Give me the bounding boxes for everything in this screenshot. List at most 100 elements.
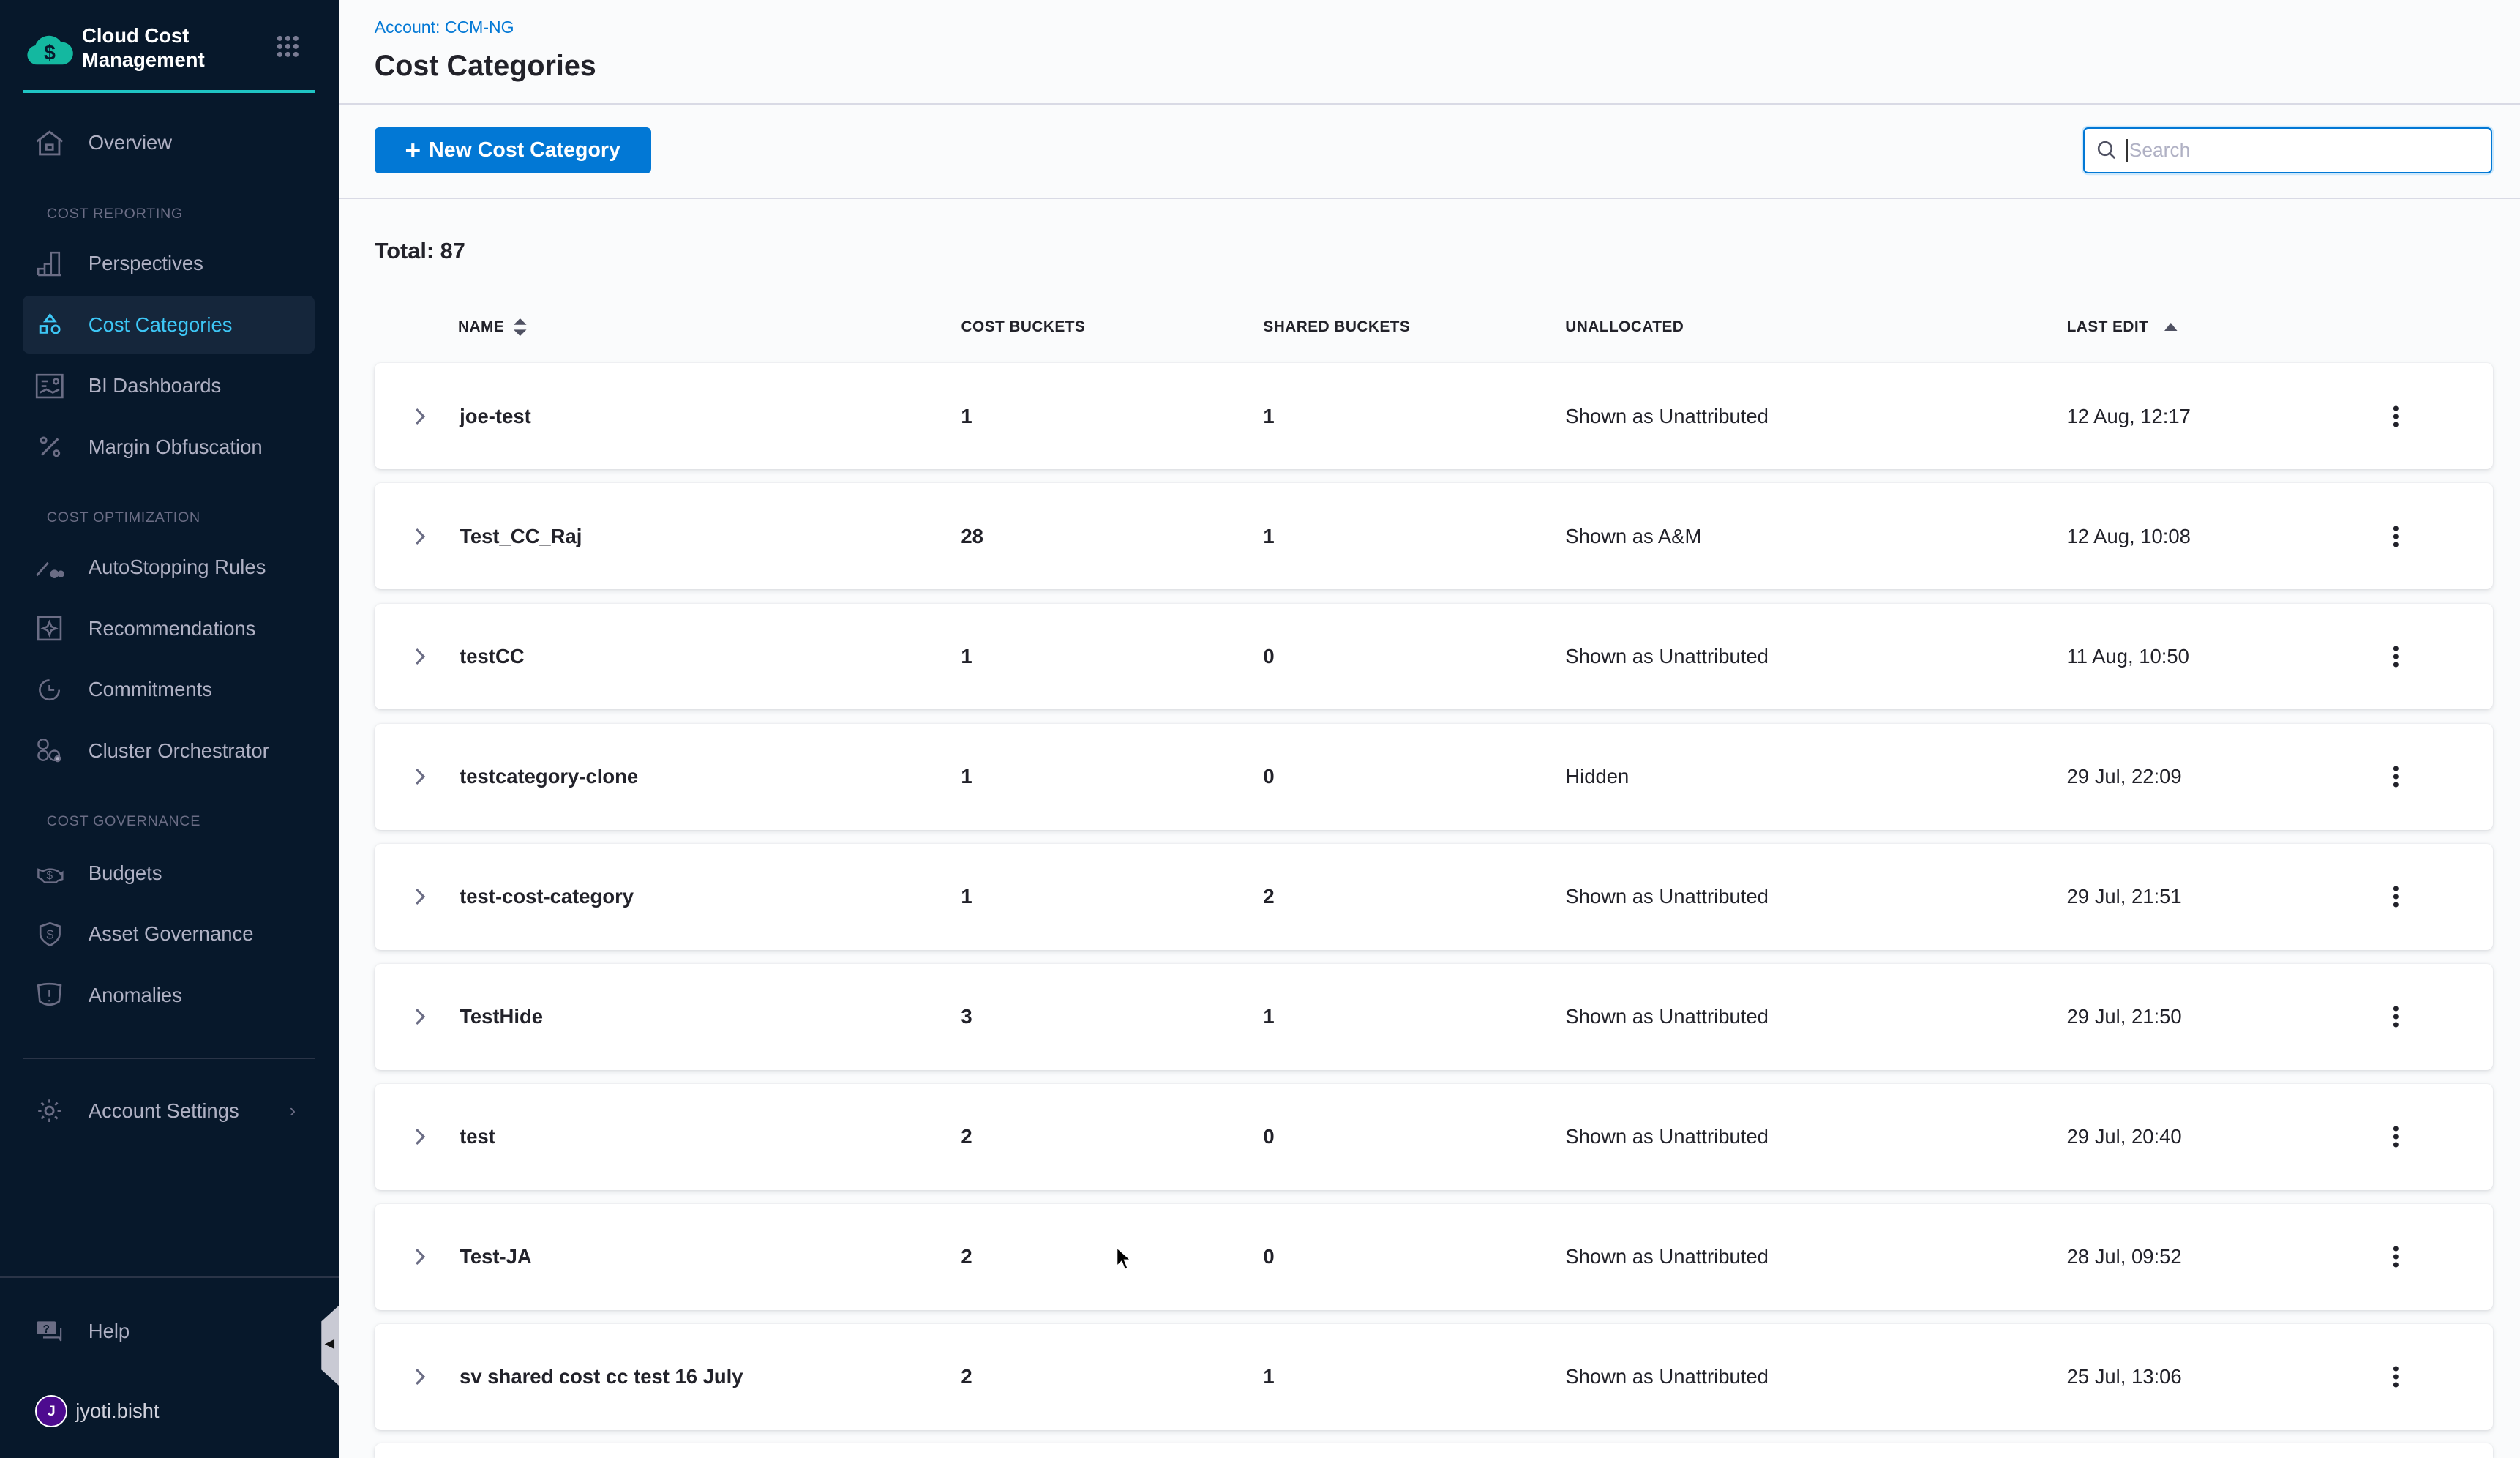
sidebar-item-margin-obfuscation[interactable]: Margin Obfuscation <box>23 418 315 476</box>
cell-name[interactable]: testCC <box>460 644 525 668</box>
plus-icon: + <box>405 134 421 165</box>
cluster-icon <box>35 736 64 766</box>
sidebar-item-label: Commitments <box>88 678 212 701</box>
cell-name[interactable]: sv shared cost cc test 16 July <box>460 1365 743 1388</box>
percent-icon <box>35 433 64 462</box>
sidebar-item-autostopping-rules[interactable]: AutoStopping Rules <box>23 539 315 597</box>
sidebar-item-bi-dashboards[interactable]: BI Dashboards <box>23 357 315 415</box>
user-name: jyoti.bisht <box>75 1399 160 1423</box>
table-row[interactable]: Test_CC_Raj 28 1 Shown as A&M 12 Aug, 10… <box>374 483 2493 590</box>
cell-unallocated: Shown as Unattributed <box>1565 885 1769 908</box>
cell-name[interactable]: test-cost-category <box>460 885 634 908</box>
sidebar-item-label: Perspectives <box>88 252 203 275</box>
app-grid-icon[interactable] <box>277 35 299 58</box>
cell-shared-buckets: 1 <box>1263 524 1275 547</box>
expand-chevron-icon[interactable] <box>415 1368 426 1386</box>
expand-chevron-icon[interactable] <box>415 1128 426 1145</box>
more-options-icon[interactable] <box>2393 646 2399 668</box>
cell-cost-buckets: 1 <box>961 765 972 788</box>
sidebar-item-perspectives[interactable]: Perspectives <box>23 235 315 293</box>
sidebar-item-anomalies[interactable]: Anomalies <box>23 966 315 1024</box>
cell-name[interactable]: test <box>460 1125 495 1148</box>
table-row[interactable]: test-cost-category 1 2 Shown as Unattrib… <box>374 843 2493 950</box>
search-input[interactable]: Search <box>2082 127 2493 173</box>
breadcrumb[interactable]: Account: CCM-NG <box>374 18 514 37</box>
cell-cost-buckets: 1 <box>961 644 972 668</box>
shapes-icon <box>35 310 64 340</box>
cell-shared-buckets: 0 <box>1263 644 1275 668</box>
more-options-icon[interactable] <box>2393 1366 2399 1388</box>
column-header-unallocated: UNALLOCATED <box>1565 318 1684 335</box>
more-options-icon[interactable] <box>2393 405 2399 427</box>
cell-shared-buckets: 0 <box>1263 1125 1275 1148</box>
section-cost-governance: COST GOVERNANCE <box>46 813 201 830</box>
cell-name[interactable]: testcategory-clone <box>460 765 639 788</box>
more-options-icon[interactable] <box>2393 886 2399 908</box>
column-header-name[interactable]: NAME <box>458 318 527 337</box>
chevron-right-icon: › <box>289 1099 296 1122</box>
expand-chevron-icon[interactable] <box>415 648 426 665</box>
sidebar-item-label: Anomalies <box>88 983 182 1006</box>
table-row[interactable]: testcategory-clone 1 0 Hidden 29 Jul, 22… <box>374 723 2493 830</box>
user-profile[interactable]: J jyoti.bisht <box>23 1383 315 1440</box>
cell-name[interactable]: Test-JA <box>460 1245 532 1268</box>
sidebar-item-cluster-orchestrator[interactable]: Cluster Orchestrator <box>23 722 315 780</box>
expand-chevron-icon[interactable] <box>415 408 426 425</box>
section-cost-reporting: COST REPORTING <box>46 206 183 223</box>
search-placeholder: Search <box>2126 138 2190 162</box>
sidebar-item-label: AutoStopping Rules <box>88 556 266 579</box>
expand-chevron-icon[interactable] <box>415 528 426 545</box>
sidebar-item-asset-governance[interactable]: $ Asset Governance <box>23 905 315 963</box>
caret-left-icon: ◀ <box>324 1336 335 1351</box>
sort-icon <box>514 318 527 337</box>
table-row[interactable]: testCC 1 0 Shown as Unattributed 11 Aug,… <box>374 603 2493 710</box>
total-count: Total: 87 <box>374 238 465 264</box>
table-row[interactable]: sv shared cost cc test 16 July 2 1 Shown… <box>374 1323 2493 1430</box>
cell-cost-buckets: 2 <box>961 1245 972 1268</box>
more-options-icon[interactable] <box>2393 1006 2399 1028</box>
sidebar-item-label: BI Dashboards <box>88 374 222 397</box>
table-row[interactable]: Test-JA 2 0 Shown as Unattributed 28 Jul… <box>374 1203 2493 1310</box>
cloud-cost-logo-icon: $ <box>27 35 73 64</box>
column-header-last-edit[interactable]: LAST EDIT <box>2067 318 2178 336</box>
new-cost-category-button[interactable]: + New Cost Category <box>374 127 651 174</box>
table-row[interactable]: test 2 0 Shown as Unattributed 29 Jul, 2… <box>374 1083 2493 1190</box>
column-header-shared-buckets: SHARED BUCKETS <box>1263 318 1411 335</box>
cell-last-edit: 29 Jul, 21:50 <box>2066 1005 2182 1028</box>
more-options-icon[interactable] <box>2393 1126 2399 1148</box>
expand-chevron-icon[interactable] <box>415 1008 426 1025</box>
column-header-cost-buckets: COST BUCKETS <box>961 318 1086 335</box>
cell-name[interactable]: joe-test <box>460 404 531 427</box>
cell-name[interactable]: TestHide <box>460 1005 543 1028</box>
cell-cost-buckets: 28 <box>961 524 983 547</box>
help-button[interactable]: ? Help <box>23 1302 315 1360</box>
cell-name[interactable]: Test_CC_Raj <box>460 524 582 547</box>
sidebar-item-account-settings[interactable]: Account Settings › <box>23 1082 315 1140</box>
more-options-icon[interactable] <box>2393 1246 2399 1268</box>
sidebar-item-cost-categories[interactable]: Cost Categories <box>22 296 315 354</box>
expand-chevron-icon[interactable] <box>415 1248 426 1266</box>
expand-chevron-icon[interactable] <box>415 888 426 905</box>
sidebar-item-overview[interactable]: Overview <box>23 114 315 172</box>
cell-last-edit: 29 Jul, 21:51 <box>2066 885 2182 908</box>
table-row[interactable]: joe-test 1 1 Shown as Unattributed 12 Au… <box>374 363 2493 470</box>
home-icon <box>35 129 64 158</box>
svg-text:$: $ <box>47 870 53 882</box>
page-header: Account: CCM-NG Cost Categories <box>339 0 2520 105</box>
more-options-icon[interactable] <box>2393 526 2399 548</box>
table-row-partial <box>374 1443 2493 1458</box>
cell-last-edit: 29 Jul, 20:40 <box>2066 1125 2182 1148</box>
more-options-icon[interactable] <box>2393 766 2399 788</box>
cell-last-edit: 12 Aug, 10:08 <box>2066 524 2191 547</box>
cell-unallocated: Shown as Unattributed <box>1565 1245 1769 1268</box>
page-title: Cost Categories <box>374 50 596 83</box>
sidebar-item-label: Cluster Orchestrator <box>88 739 269 762</box>
table-row[interactable]: TestHide 3 1 Shown as Unattributed 29 Ju… <box>374 963 2493 1070</box>
collapse-sidebar-button[interactable]: ◀ <box>321 1305 340 1386</box>
cell-unallocated: Shown as Unattributed <box>1565 644 1769 668</box>
sidebar-item-label: Budgets <box>88 861 162 884</box>
sidebar-item-commitments[interactable]: Commitments <box>23 661 315 719</box>
sidebar-item-recommendations[interactable]: Recommendations <box>23 599 315 657</box>
sidebar-item-budgets[interactable]: $ Budgets <box>23 844 315 902</box>
expand-chevron-icon[interactable] <box>415 768 426 785</box>
